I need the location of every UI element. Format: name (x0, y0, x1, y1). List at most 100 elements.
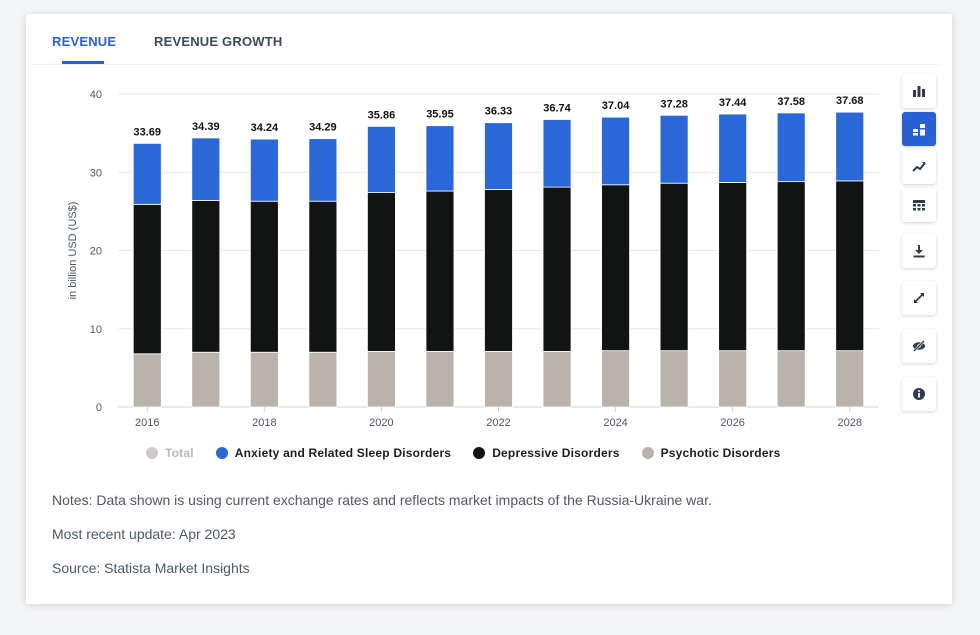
notes-text: Notes: Data shown is using current excha… (52, 492, 712, 508)
bar-segment (718, 182, 748, 352)
x-tick-label: 2020 (369, 417, 393, 429)
table-view-icon (913, 200, 925, 211)
bar-segment (659, 182, 689, 352)
x-tick-label: 2024 (603, 417, 627, 429)
bar-segment (659, 114, 689, 184)
legend-label-depressive: Depressive Disorders (492, 446, 620, 460)
legend-dot-anxiety (215, 447, 228, 459)
update-text: Most recent update: Apr 2023 (52, 526, 236, 542)
download-icon (913, 245, 925, 258)
x-tick-label: 2018 (252, 417, 276, 429)
info-icon (913, 388, 925, 400)
bar-segment (601, 350, 630, 408)
legend-dot-depressive (473, 447, 486, 459)
source-text: Source: Statista Market Insights (52, 560, 250, 576)
stacked-bar-button[interactable] (902, 112, 936, 146)
tab-revenue-growth[interactable]: REVENUE GROWTH (154, 34, 283, 49)
tab-bar: REVENUE REVENUE GROWTH (32, 14, 938, 65)
chart-legend: Total Anxiety and Related Sleep Disorder… (146, 444, 802, 462)
x-tick-label: 2028 (837, 417, 861, 429)
bar-segment (835, 111, 865, 182)
bar-segment (484, 122, 513, 190)
bar-segment (191, 200, 221, 353)
trend-line-button[interactable] (902, 150, 936, 184)
bar-segment (132, 203, 162, 355)
y-axis-label: in billion USD (US$) (67, 202, 79, 300)
y-tick-label: 0 (96, 402, 102, 414)
total-data-label: 37.04 (602, 100, 630, 112)
expand-button[interactable] (902, 281, 936, 315)
x-tick-label: 2026 (720, 417, 744, 429)
bar-segment (367, 125, 396, 193)
y-tick-label: 10 (90, 324, 102, 336)
bar-segment (542, 119, 572, 188)
bar-segment (835, 350, 865, 408)
total-data-label: 37.58 (777, 96, 805, 108)
bar-segment (835, 180, 865, 352)
revenue-stacked-bar-chart: 0 10 20 30 40 in billion USD (US$) 33.69 2016 34… (67, 89, 879, 429)
legend-label-anxiety: Anxiety and Related Sleep Disorders (234, 446, 452, 460)
y-tick-label: 30 (90, 167, 102, 179)
total-data-label: 34.39 (192, 121, 220, 133)
bar-chart-icon (913, 86, 925, 97)
tab-revenue[interactable]: REVENUE (52, 34, 117, 49)
bar-segment (249, 138, 279, 202)
bar-segment (425, 351, 455, 408)
legend-item-depressive[interactable]: Depressive Disorders (473, 446, 619, 460)
legend-item-anxiety[interactable]: Anxiety and Related Sleep Disorders (215, 446, 452, 460)
table-view-button[interactable] (902, 188, 936, 222)
bar-segment (308, 138, 338, 202)
legend-item-psychotic[interactable]: Psychotic Disorders (641, 446, 781, 460)
info-button[interactable] (902, 377, 936, 411)
y-tick-label: 20 (90, 246, 102, 258)
total-data-label: 36.74 (543, 103, 571, 115)
bar-segment (132, 142, 162, 205)
total-data-label: 36.33 (485, 106, 513, 118)
bar-segment (484, 189, 513, 352)
bar-segment (191, 137, 221, 201)
bar-segment (484, 351, 513, 408)
bar-segment (308, 351, 338, 408)
trend-line-icon (912, 162, 926, 172)
bar-segment (718, 350, 748, 408)
bar-segment (776, 181, 806, 352)
bar-segment (542, 351, 572, 408)
bar-segment (308, 200, 338, 353)
bar-segment (601, 184, 630, 352)
legend-dot-total (146, 447, 158, 459)
total-data-label: 35.86 (368, 109, 396, 121)
expand-icon (914, 293, 924, 303)
bar-segment (776, 112, 806, 183)
legend-label-psychotic: Psychotic Disorders (660, 446, 781, 460)
bar-chart-button[interactable] (902, 74, 936, 108)
total-data-label: 33.69 (134, 126, 162, 138)
bar-segment (249, 200, 279, 353)
bar-segment (132, 353, 162, 408)
bar-segment (425, 190, 455, 352)
bar-segment (191, 351, 221, 408)
bar-segment (659, 350, 689, 408)
legend-dot-psychotic (641, 447, 654, 459)
hide-button[interactable] (902, 329, 936, 363)
active-tab-indicator (62, 61, 104, 64)
download-button[interactable] (902, 234, 936, 268)
bar-segment (776, 350, 806, 408)
bar-segment (367, 351, 396, 408)
legend-label-total: Total (165, 446, 194, 460)
total-data-label: 34.24 (251, 122, 279, 134)
total-data-label: 35.95 (426, 109, 454, 121)
total-data-label: 37.28 (660, 98, 688, 110)
y-tick-label: 40 (90, 89, 102, 101)
hide-eye-icon (913, 340, 925, 352)
bar-segment (718, 113, 748, 183)
bar-segment (425, 125, 455, 192)
legend-item-total[interactable]: Total (146, 446, 194, 460)
total-data-label: 37.68 (836, 95, 864, 107)
total-data-label: 34.29 (309, 122, 337, 134)
stacked-bar-icon (913, 124, 925, 136)
bar-segment (601, 116, 630, 186)
bar-segment (367, 192, 396, 352)
total-data-label: 37.44 (719, 97, 747, 109)
x-tick-label: 2022 (486, 417, 510, 429)
bar-segment (542, 186, 572, 352)
